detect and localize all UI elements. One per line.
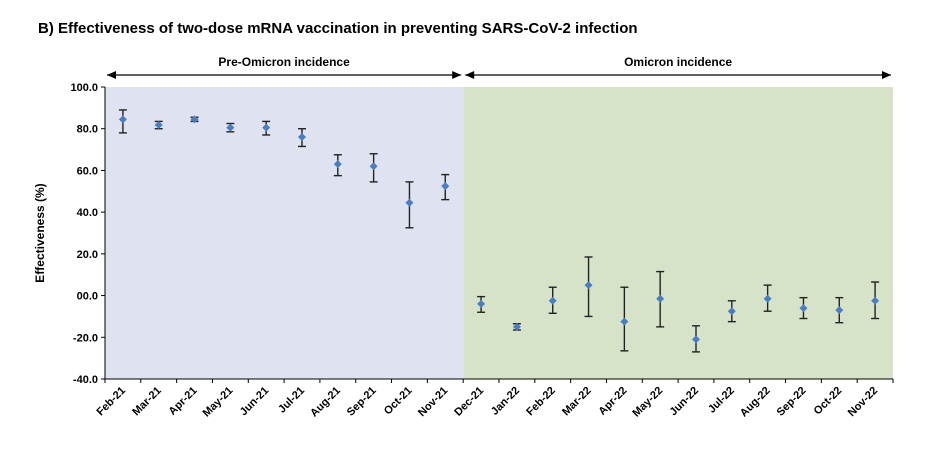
- x-tick-label: Jun-22: [668, 385, 702, 419]
- data-point: [118, 115, 127, 124]
- x-tick-label: Jun-21: [238, 385, 272, 419]
- marks-layer: [118, 109, 880, 353]
- x-tick-label: Nov-21: [416, 385, 450, 419]
- y-tick-label: -20.0: [73, 332, 98, 344]
- period-arrowhead-left-1: [465, 71, 475, 79]
- data-point: [620, 317, 629, 326]
- x-tick-label: Sep-22: [775, 385, 809, 419]
- x-tick-label: May-22: [630, 385, 665, 420]
- x-tick-label: Aug-22: [738, 385, 773, 420]
- y-tick-label: 00.0: [77, 291, 98, 303]
- x-tick-label: Feb-22: [524, 385, 558, 419]
- y-tick-label: 40.0: [77, 207, 98, 219]
- x-tick-label: Jul-21: [276, 385, 307, 416]
- data-point: [656, 294, 665, 303]
- x-tick-label: Nov-22: [846, 385, 880, 419]
- data-point: [441, 182, 450, 191]
- data-point: [512, 322, 521, 331]
- x-tick-label: May-21: [201, 385, 236, 420]
- x-tick-label: Oct-21: [382, 385, 415, 418]
- x-tick-label: Mar-21: [130, 385, 164, 419]
- data-point: [835, 306, 844, 315]
- period-label-0: Pre-Omicron incidence: [218, 55, 350, 69]
- data-point: [871, 296, 880, 305]
- data-point: [799, 304, 808, 313]
- x-tick-label: Dec-21: [452, 385, 486, 419]
- x-tick-label: Jul-22: [706, 385, 737, 416]
- y-tick-label: 80.0: [77, 124, 98, 136]
- data-point: [369, 162, 378, 171]
- y-tick-label: 60.0: [77, 165, 98, 177]
- period-arrowhead-right-1: [882, 71, 891, 79]
- data-point: [584, 281, 593, 290]
- period-band-0: [105, 87, 464, 379]
- x-tick-label: Aug-21: [308, 385, 343, 420]
- y-axis-label: Effectiveness (%): [33, 183, 47, 282]
- data-point: [298, 133, 306, 142]
- data-point: [727, 307, 736, 316]
- period-band-1: [463, 87, 893, 379]
- periods-layer: Pre-Omicron incidence Omicron incidence: [105, 55, 893, 379]
- x-tick-label: Oct-22: [812, 385, 845, 418]
- period-label-1: Omicron incidence: [624, 55, 732, 69]
- chart-title: B) Effectiveness of two-dose mRNA vaccin…: [38, 20, 638, 37]
- data-point: [405, 198, 414, 207]
- data-point: [692, 335, 700, 344]
- period-arrowhead-right-0: [452, 71, 462, 79]
- period-arrowhead-left-0: [107, 71, 116, 79]
- data-point: [190, 115, 199, 124]
- y-tick-label: 100.0: [70, 82, 98, 94]
- data-point: [226, 123, 235, 132]
- x-tick-label: Feb-21: [94, 385, 128, 419]
- data-point: [548, 296, 557, 305]
- x-tick-label: Sep-21: [345, 385, 379, 419]
- x-tick-label: Jan-22: [489, 385, 522, 418]
- data-point: [154, 120, 163, 129]
- x-tick-label: Mar-22: [560, 385, 594, 419]
- x-tick-label: Apr-21: [167, 385, 200, 418]
- y-tick-label: 20.0: [77, 249, 98, 261]
- data-point: [763, 294, 772, 303]
- data-point: [477, 299, 486, 308]
- y-tick-label: -40.0: [73, 374, 98, 386]
- data-point: [262, 123, 271, 132]
- data-point: [333, 160, 342, 169]
- x-tick-label: Apr-22: [596, 385, 629, 418]
